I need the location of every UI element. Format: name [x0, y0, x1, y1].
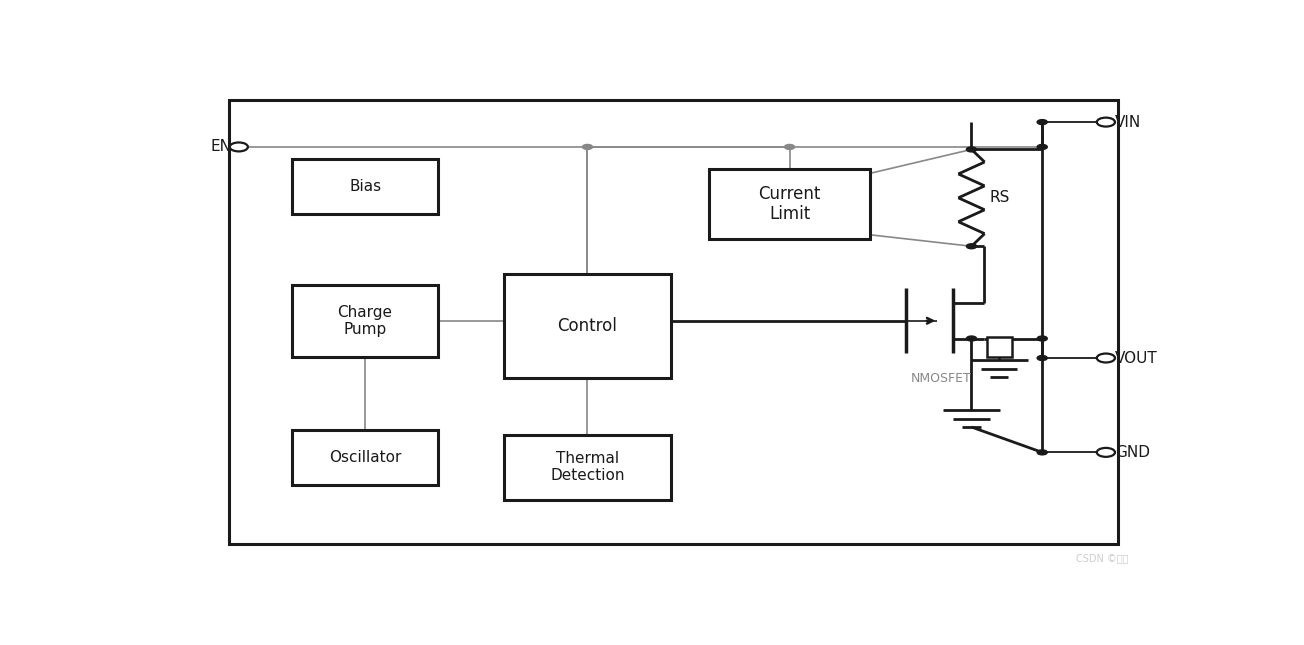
Text: RS: RS: [990, 190, 1011, 205]
Text: Charge
Pump: Charge Pump: [338, 304, 393, 337]
Text: Thermal
Detection: Thermal Detection: [550, 451, 625, 484]
Text: Control: Control: [558, 317, 617, 335]
Circle shape: [966, 147, 977, 152]
FancyBboxPatch shape: [987, 337, 1012, 357]
Circle shape: [1037, 336, 1047, 341]
Text: NMOSFET: NMOSFET: [910, 372, 971, 385]
Circle shape: [1097, 353, 1115, 362]
Circle shape: [785, 144, 794, 150]
FancyBboxPatch shape: [505, 273, 670, 378]
Circle shape: [583, 144, 592, 150]
Circle shape: [1037, 355, 1047, 361]
Circle shape: [1097, 117, 1115, 126]
FancyBboxPatch shape: [292, 284, 438, 357]
FancyBboxPatch shape: [505, 435, 670, 499]
Circle shape: [1037, 119, 1047, 124]
Text: VIN: VIN: [1115, 115, 1141, 130]
Text: VOUT: VOUT: [1115, 350, 1158, 366]
FancyBboxPatch shape: [228, 100, 1118, 544]
Text: GND: GND: [1115, 445, 1150, 460]
Circle shape: [1097, 448, 1115, 457]
Text: EN: EN: [211, 139, 232, 154]
Circle shape: [1037, 450, 1047, 455]
Text: Bias: Bias: [349, 179, 381, 194]
Circle shape: [230, 143, 248, 152]
Text: CSDN ©易板: CSDN ©易板: [1076, 553, 1128, 563]
Text: Oscillator: Oscillator: [329, 450, 402, 465]
FancyBboxPatch shape: [292, 430, 438, 484]
Circle shape: [966, 244, 977, 249]
FancyBboxPatch shape: [709, 169, 871, 239]
Circle shape: [966, 336, 977, 341]
Text: Current
Limit: Current Limit: [759, 184, 820, 223]
FancyBboxPatch shape: [292, 159, 438, 214]
Circle shape: [1037, 144, 1047, 150]
